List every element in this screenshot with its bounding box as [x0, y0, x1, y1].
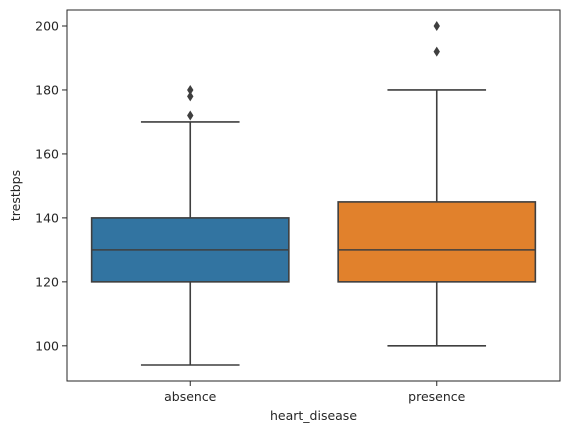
y-tick-label: 160 — [35, 146, 59, 161]
outlier-point — [433, 20, 440, 31]
x-axis-ticks: absence presence — [164, 381, 466, 404]
x-axis-title: heart_disease — [270, 408, 357, 423]
y-tick-label: 120 — [35, 274, 59, 289]
x-tick-label: absence — [164, 389, 217, 404]
y-tick-label: 140 — [35, 210, 59, 225]
outlier-point — [187, 84, 194, 95]
outlier-point — [187, 91, 194, 102]
y-axis-ticks: 100 120 140 160 180 200 — [35, 18, 67, 353]
box-group-absence — [90, 84, 290, 366]
y-axis-title: trestbps — [8, 170, 23, 221]
y-tick-label: 180 — [35, 82, 59, 97]
plot-area — [90, 20, 537, 366]
iqr-box — [337, 201, 537, 283]
y-tick-label: 100 — [35, 338, 59, 353]
axes-frame — [66, 9, 561, 382]
outlier-point — [187, 110, 194, 121]
y-tick-label: 200 — [35, 18, 59, 33]
box-group-presence — [337, 20, 537, 347]
x-tick-label: presence — [408, 389, 465, 404]
outlier-point — [433, 46, 440, 57]
